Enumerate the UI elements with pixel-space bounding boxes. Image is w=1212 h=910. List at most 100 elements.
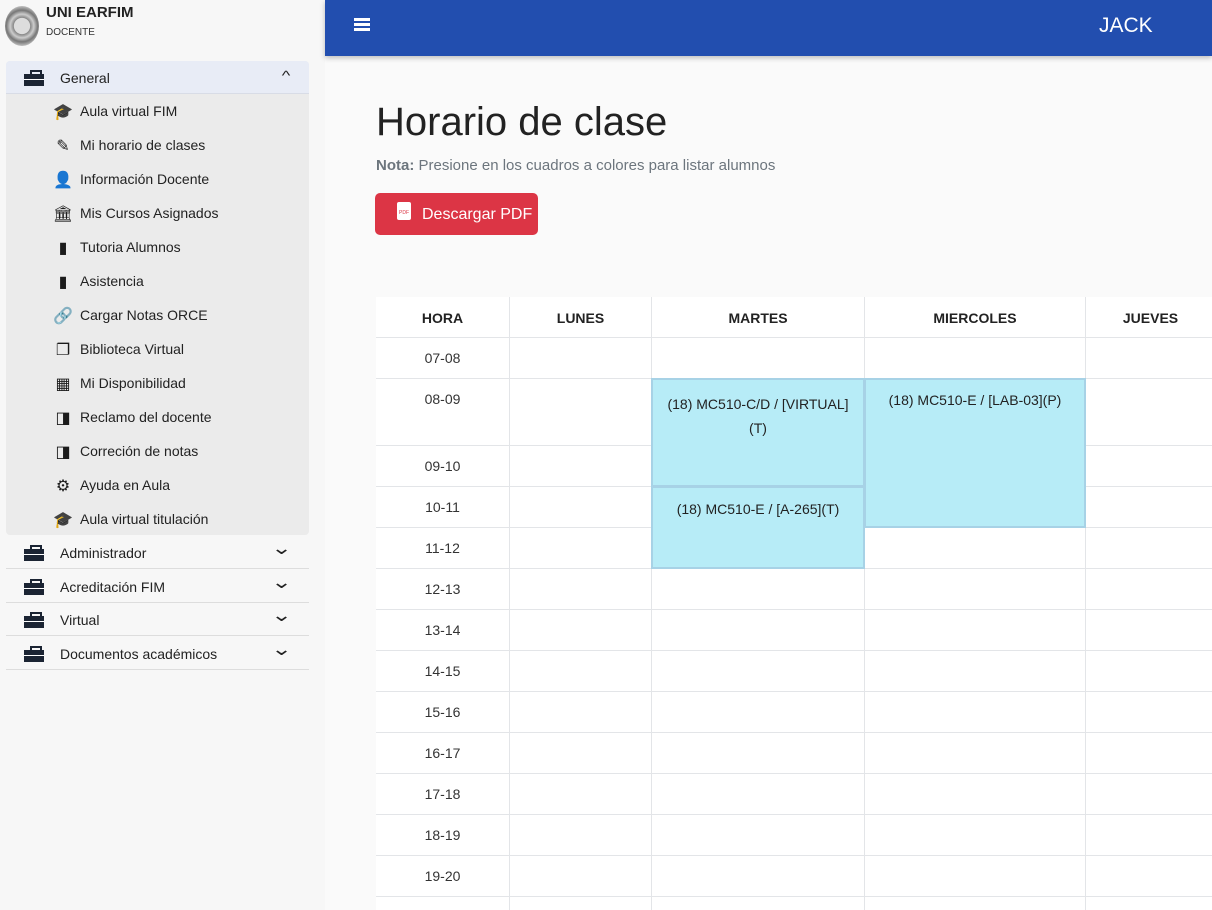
sidebar-item[interactable]: 🔗 Cargar Notas ORCE — [52, 301, 302, 331]
schedule-cell[interactable] — [865, 528, 1086, 569]
section-label: Acreditación FIM — [60, 578, 166, 595]
schedule-cell[interactable] — [652, 733, 865, 774]
schedule-cell[interactable] — [865, 897, 1086, 910]
class-block[interactable]: (18) MC510-C/D / [VIRTUAL](T) — [651, 378, 865, 487]
schedule-cell[interactable] — [652, 774, 865, 815]
menu-section[interactable]: Acreditación FIM ⌄ — [6, 570, 309, 603]
download-pdf-button[interactable]: PDF Descargar PDF — [375, 193, 538, 235]
schedule-cell[interactable] — [510, 528, 652, 569]
schedule-cell[interactable] — [510, 569, 652, 610]
schedule-cell[interactable] — [865, 569, 1086, 610]
sidebar-item[interactable]: ▦ Mi Disponibilidad — [52, 369, 302, 399]
note-text: Presione en los cuadros a colores para l… — [414, 157, 776, 174]
chevron-down-icon: ⌄ — [270, 538, 293, 558]
schedule-cell[interactable] — [1086, 733, 1212, 774]
schedule-cell[interactable] — [652, 692, 865, 733]
book-icon: ▮ — [58, 240, 68, 257]
schedule-cell[interactable] — [652, 815, 865, 856]
schedule-cell[interactable] — [510, 651, 652, 692]
schedule-cell[interactable] — [510, 446, 652, 487]
sidebar-item[interactable]: ◨ Reclamo del docente — [52, 403, 302, 433]
schedule-cell[interactable] — [1086, 651, 1212, 692]
schedule-cell[interactable] — [510, 856, 652, 897]
schedule-cell[interactable] — [865, 815, 1086, 856]
graduation-cap-icon: 🎓 — [53, 104, 73, 121]
sidebar-item[interactable]: 👤 Información Docente — [52, 165, 302, 195]
class-block[interactable]: (18) MC510-E / [LAB-03](P) — [864, 378, 1086, 528]
button-label: Descargar PDF — [422, 206, 533, 223]
sidebar-item-label: Cargar Notas ORCE — [80, 307, 208, 323]
hour-cell: 09-10 — [376, 446, 510, 487]
schedule-cell[interactable] — [652, 897, 865, 910]
sidebar-item-label: Ayuda en Aula — [80, 477, 171, 493]
schedule-cell[interactable] — [865, 692, 1086, 733]
schedule-cell[interactable] — [1086, 774, 1212, 815]
sidebar-item[interactable]: 🎓 Aula virtual titulación — [52, 505, 302, 535]
schedule-cell[interactable] — [652, 610, 865, 651]
schedule-cell[interactable] — [652, 651, 865, 692]
schedule-cell[interactable] — [510, 379, 652, 446]
note-label: Nota: — [376, 157, 415, 174]
hour-cell: 19-20 — [376, 856, 510, 897]
schedule-cell[interactable] — [865, 856, 1086, 897]
schedule-cell[interactable] — [510, 610, 652, 651]
sidebar-item-label: Biblioteca Virtual — [80, 341, 185, 357]
schedule-cell[interactable] — [652, 338, 865, 379]
schedule-cell[interactable] — [1086, 338, 1212, 379]
book-icon: ▮ — [58, 274, 68, 291]
schedule-cell[interactable] — [1086, 528, 1212, 569]
gear-icon: ⚙ — [55, 478, 71, 495]
sidebar-item[interactable]: ◨ Correción de notas — [52, 437, 302, 467]
schedule-cell[interactable] — [865, 774, 1086, 815]
hour-cell: 18-19 — [376, 815, 510, 856]
link-icon: 🔗 — [53, 308, 73, 325]
menu-section[interactable]: Documentos académicos ⌄ — [6, 637, 309, 670]
hour-cell: 15-16 — [376, 692, 510, 733]
briefcase-icon — [24, 70, 44, 86]
schedule-cell[interactable] — [1086, 610, 1212, 651]
schedule-cell[interactable] — [1086, 487, 1212, 528]
schedule-cell[interactable] — [510, 692, 652, 733]
schedule-cell[interactable] — [652, 569, 865, 610]
class-block[interactable]: (18) MC510-E / [A-265](T) — [651, 486, 865, 569]
schedule-cell[interactable] — [1086, 379, 1212, 446]
hamburger-menu-icon[interactable] — [354, 18, 370, 31]
sidebar-item-label: Mi Disponibilidad — [80, 375, 186, 391]
hour-cell: 07-08 — [376, 338, 510, 379]
menu-section-general[interactable]: General ^ — [6, 61, 309, 94]
schedule-cell[interactable] — [865, 651, 1086, 692]
user-card-icon: 👤 — [53, 172, 73, 189]
graduation-cap-icon: 🎓 — [53, 512, 73, 529]
schedule-cell[interactable] — [865, 733, 1086, 774]
schedule-cell[interactable] — [1086, 856, 1212, 897]
sidebar-item[interactable]: ▮ Asistencia — [52, 267, 302, 297]
schedule-cell[interactable] — [510, 815, 652, 856]
hour-cell: 14-15 — [376, 651, 510, 692]
schedule-cell[interactable] — [865, 610, 1086, 651]
sidebar-item[interactable]: ✎ Mi horario de clases — [52, 131, 302, 161]
sidebar-item-label: Mi horario de clases — [80, 137, 206, 153]
schedule-table: HORA LUNES MARTES MIERCOLES JUEVES 07-08 08-09… — [376, 297, 1212, 910]
schedule-cell[interactable] — [510, 733, 652, 774]
schedule-cell[interactable] — [510, 487, 652, 528]
schedule-cell[interactable] — [652, 856, 865, 897]
schedule-cell[interactable] — [1086, 446, 1212, 487]
menu-section[interactable]: Administrador ⌄ — [6, 536, 309, 569]
schedule-cell[interactable] — [1086, 569, 1212, 610]
user-name[interactable]: JACK — [1099, 14, 1153, 37]
sidebar-item[interactable]: ⚙ Ayuda en Aula — [52, 471, 302, 501]
schedule-cell[interactable] — [1086, 897, 1212, 910]
schedule-cell[interactable] — [1086, 692, 1212, 733]
schedule-cell[interactable] — [510, 338, 652, 379]
menu-section[interactable]: Virtual ⌄ — [6, 603, 309, 636]
sidebar-item[interactable]: 🏛 Mis Cursos Asignados — [52, 199, 302, 229]
schedule-cell[interactable] — [510, 774, 652, 815]
schedule-cell[interactable] — [1086, 815, 1212, 856]
hour-cell: 13-14 — [376, 610, 510, 651]
sidebar-item[interactable]: 🎓 Aula virtual FIM — [52, 97, 302, 127]
sidebar-item[interactable]: ▮ Tutoria Alumnos — [52, 233, 302, 263]
sidebar-item[interactable]: ❐ Biblioteca Virtual — [52, 335, 302, 365]
schedule-cell[interactable] — [510, 897, 652, 910]
chrome-reader-icon: ◨ — [55, 410, 71, 427]
schedule-cell[interactable] — [865, 338, 1086, 379]
